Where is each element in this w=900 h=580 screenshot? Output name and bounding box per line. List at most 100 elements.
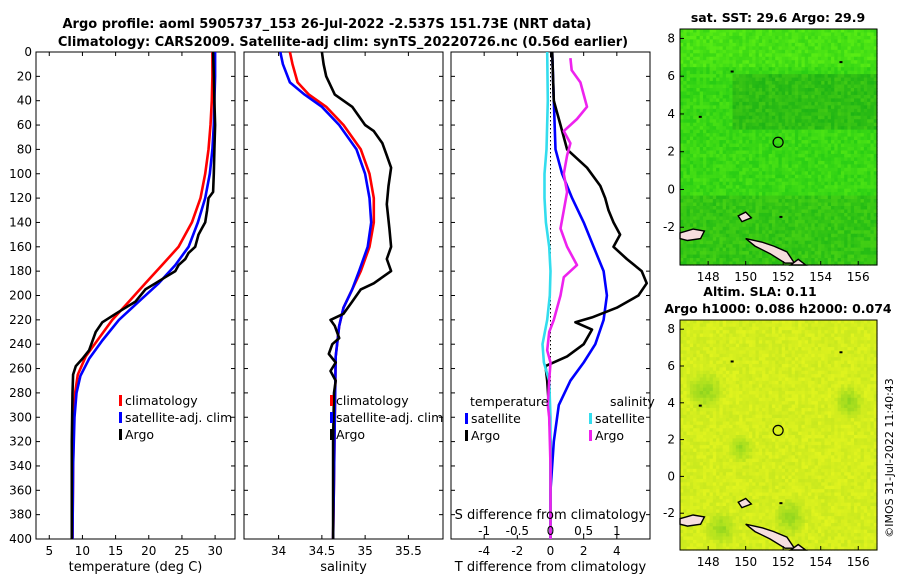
sst-map-cell (762, 171, 766, 176)
sst-map-cell (719, 49, 724, 54)
sst-map-cell (716, 247, 720, 252)
sst-map-cell (686, 261, 691, 266)
sst-map-cell (870, 219, 875, 224)
sst-map-cell (817, 240, 822, 245)
sst-map-cell (834, 126, 839, 131)
sst-map-cell (768, 39, 773, 44)
sla-map-cell (778, 323, 783, 328)
sla-map-cell (712, 336, 717, 341)
sst-map-cell (798, 240, 803, 245)
sst-map-cell (755, 105, 760, 110)
sst-map-cell (867, 233, 872, 238)
sst-map-cell (801, 223, 806, 228)
sla-map-cell (870, 350, 875, 355)
sst-map-cell (696, 129, 701, 134)
sla-map-cell (748, 320, 753, 324)
sla-map-cell (752, 326, 757, 331)
sst-map-cell (837, 49, 842, 54)
sst-map-cell (752, 251, 757, 256)
sst-map-cell (811, 230, 816, 235)
sla-map-cell (768, 336, 773, 341)
sst-map-cell (725, 39, 730, 44)
sst-map-cell (860, 56, 865, 61)
sst-map-cell (719, 35, 724, 41)
sla-map-cell (804, 353, 809, 358)
sst-map-cell (762, 199, 766, 204)
sst-map-cell (742, 29, 747, 34)
sst-map-cell (817, 136, 822, 141)
sst-map-cell (752, 206, 757, 211)
sst-map-cell (870, 199, 875, 204)
sst-map-cell (765, 88, 770, 93)
sst-map-cell (702, 56, 707, 61)
sst-map-cell (680, 157, 684, 162)
sst-map-cell (870, 140, 875, 145)
sst-map-cell (706, 157, 711, 162)
sst-map-cell (847, 42, 852, 47)
sst-map-cell (837, 81, 842, 86)
sla-map-cell (798, 333, 803, 338)
sla-map-cell (752, 333, 757, 338)
sst-map-cell (725, 192, 730, 197)
sla-map-cell (778, 353, 783, 358)
sst-map-cell (814, 153, 819, 159)
sst-map-cell (735, 153, 740, 159)
sst-map-cell (729, 188, 734, 193)
sst-map-cell (863, 226, 868, 231)
sst-map-cell (722, 230, 727, 235)
sst-map-cell (771, 35, 776, 41)
sst-map-cell (804, 108, 809, 113)
sst-map-cell (702, 49, 707, 54)
sst-map-cell (706, 185, 711, 190)
sst-map-cell (706, 199, 711, 204)
sst-map-cell (808, 174, 812, 179)
sst-map-cell (745, 91, 750, 96)
sla-map-cell (837, 320, 842, 324)
sst-map-cell (794, 108, 799, 113)
sst-map-cell (814, 185, 819, 190)
sst-map-cell (847, 261, 852, 266)
sst-map-cell (850, 237, 855, 242)
sst-map-cell (765, 192, 770, 197)
sst-map-cell (824, 219, 829, 224)
sst-map-cell (873, 46, 878, 51)
sla-map-cell (867, 343, 872, 348)
sst-map-cell (689, 202, 694, 207)
sst-map-cell (821, 119, 826, 124)
sst-map-cell (831, 133, 835, 138)
sla-map-cell (817, 330, 822, 335)
sst-map-cell (804, 49, 809, 54)
sst-map-cell (699, 178, 704, 183)
sst-map-cell (683, 39, 688, 44)
sst-map-cell (794, 136, 799, 141)
sst-map-cell (808, 136, 812, 141)
sst-map-cell (712, 60, 717, 65)
sst-map-cell (867, 212, 872, 218)
sst-map-cell (778, 70, 783, 75)
sst-map-cell (680, 67, 684, 72)
sst-map-cell (712, 171, 717, 176)
sst-map-cell (785, 49, 789, 54)
sst-map-cell (739, 258, 743, 263)
sst-map-cell (785, 126, 789, 131)
sst-map-cell (696, 212, 701, 218)
sst-map-cell (739, 140, 743, 145)
sst-map-cell (745, 81, 750, 86)
sst-map-cell (814, 202, 819, 207)
sst-map-cell (693, 35, 698, 41)
sst-map-cell (739, 147, 743, 152)
sst-map-cell (696, 136, 701, 141)
sst-map-cell (762, 126, 766, 131)
sst-map-cell (712, 46, 717, 51)
sst-map-cell (824, 56, 829, 61)
sla-map-cell (683, 336, 688, 341)
sst-map-cell (781, 226, 786, 231)
sst-map-cell (863, 98, 868, 103)
sst-map-cell (847, 185, 852, 190)
sst-map-cell (729, 223, 734, 228)
sst-map-cell (778, 209, 783, 214)
sst-map-cell (762, 108, 766, 113)
sst-map-cell (834, 202, 839, 207)
sst-map-cell (725, 129, 730, 134)
sst-map-cell (847, 70, 852, 75)
